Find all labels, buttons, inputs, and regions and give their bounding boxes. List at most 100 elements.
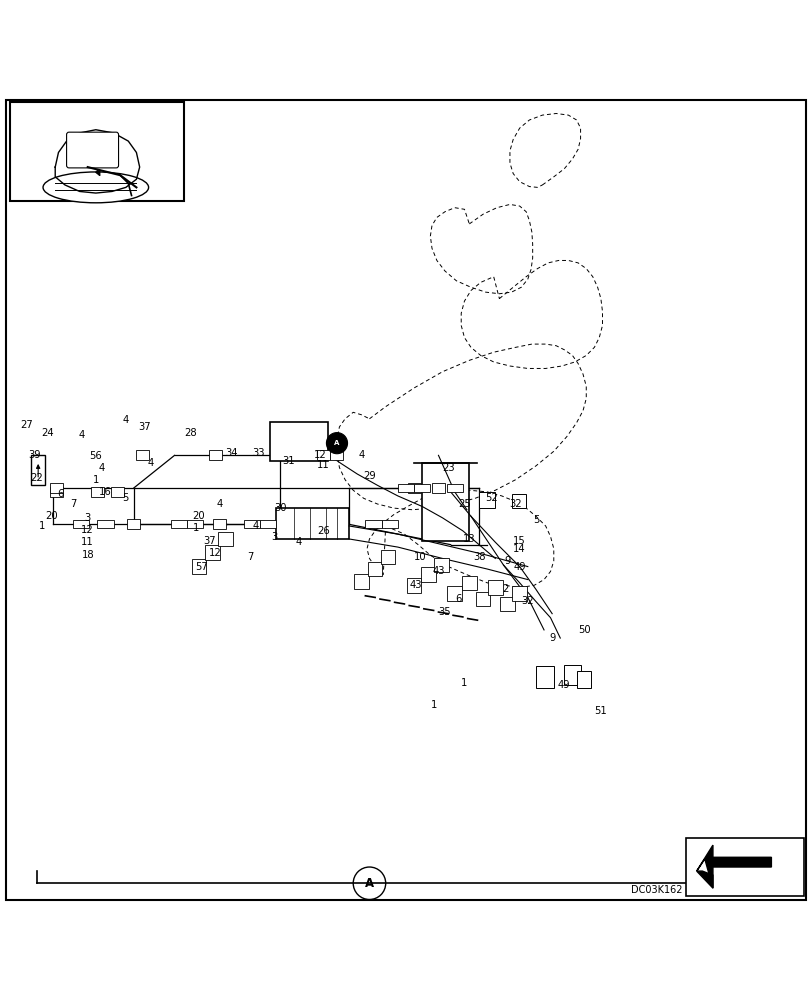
Text: 43: 43 <box>409 580 422 590</box>
Text: 14: 14 <box>513 544 526 554</box>
Bar <box>397 484 414 492</box>
Bar <box>127 519 140 529</box>
Bar <box>564 665 580 685</box>
Bar <box>367 562 382 576</box>
Bar <box>535 666 553 688</box>
Text: 1: 1 <box>39 521 45 531</box>
Text: 7: 7 <box>70 499 76 509</box>
Bar <box>269 422 328 461</box>
Text: 3: 3 <box>84 513 91 523</box>
Text: 29: 29 <box>363 471 375 481</box>
Text: 51: 51 <box>594 706 607 716</box>
Bar <box>354 574 368 589</box>
Text: 57: 57 <box>195 562 208 572</box>
Text: 15: 15 <box>513 536 526 546</box>
Bar <box>380 550 395 564</box>
Bar <box>500 597 514 611</box>
Text: 32: 32 <box>521 596 534 606</box>
Bar <box>407 483 420 493</box>
Text: 52: 52 <box>484 493 497 503</box>
Bar <box>111 487 124 497</box>
Bar <box>431 483 444 493</box>
Bar <box>187 520 203 528</box>
Text: 22: 22 <box>30 473 43 483</box>
Text: 9: 9 <box>504 556 510 566</box>
Text: 43: 43 <box>431 566 444 576</box>
Text: 30: 30 <box>273 503 286 513</box>
Text: 12: 12 <box>314 450 327 460</box>
Text: 28: 28 <box>184 428 197 438</box>
Text: 9: 9 <box>548 633 555 643</box>
Bar <box>576 671 590 688</box>
Text: 10: 10 <box>414 552 427 562</box>
Bar <box>97 520 114 528</box>
Bar <box>421 567 436 582</box>
Polygon shape <box>696 871 712 888</box>
Bar <box>91 487 104 497</box>
Text: 56: 56 <box>89 451 102 461</box>
Text: 13: 13 <box>462 534 475 544</box>
Bar <box>191 559 206 574</box>
Text: 4: 4 <box>98 463 105 473</box>
Bar <box>50 487 63 497</box>
Text: 6: 6 <box>58 489 64 499</box>
Text: DC03K162: DC03K162 <box>630 885 681 895</box>
Bar <box>10 102 184 201</box>
Bar <box>478 492 495 508</box>
Text: 12: 12 <box>81 525 94 535</box>
Text: 1: 1 <box>431 700 437 710</box>
Bar <box>135 450 148 460</box>
Text: 5: 5 <box>122 493 129 503</box>
Text: 7: 7 <box>247 552 253 562</box>
Text: 23: 23 <box>441 463 454 473</box>
Text: 20: 20 <box>45 511 58 521</box>
Bar <box>406 578 421 593</box>
Text: 4: 4 <box>122 415 129 425</box>
Text: 18: 18 <box>81 550 94 560</box>
Text: 11: 11 <box>81 537 94 547</box>
Bar <box>330 450 343 460</box>
Text: 39: 39 <box>28 450 41 460</box>
Bar <box>243 520 260 528</box>
Text: 49: 49 <box>557 680 570 690</box>
Bar <box>422 463 469 541</box>
Text: 32: 32 <box>508 499 521 509</box>
Bar <box>475 592 490 606</box>
Bar <box>685 838 803 896</box>
Text: 4: 4 <box>252 521 259 531</box>
Text: 4: 4 <box>295 537 302 547</box>
Text: 3: 3 <box>271 532 277 542</box>
Bar <box>447 586 461 601</box>
Text: 5: 5 <box>532 515 539 525</box>
Bar <box>487 580 502 595</box>
Text: 11: 11 <box>316 460 329 470</box>
Bar <box>73 520 89 528</box>
Text: 2: 2 <box>501 584 508 594</box>
Polygon shape <box>696 845 770 888</box>
Bar <box>170 520 187 528</box>
Bar <box>218 532 233 546</box>
Text: 1: 1 <box>92 475 99 485</box>
Text: 1: 1 <box>193 523 200 533</box>
Bar <box>205 545 220 560</box>
Text: 38: 38 <box>472 552 485 562</box>
FancyBboxPatch shape <box>67 132 118 168</box>
Text: 24: 24 <box>41 428 54 438</box>
Bar <box>461 576 476 590</box>
Text: 35: 35 <box>438 607 451 617</box>
Bar <box>512 586 526 601</box>
Text: 26: 26 <box>316 526 329 536</box>
Text: 6: 6 <box>455 594 461 604</box>
Bar <box>365 520 381 528</box>
Text: A: A <box>364 877 374 890</box>
Text: 4: 4 <box>147 458 153 468</box>
Text: 37: 37 <box>203 536 216 546</box>
Bar <box>260 520 276 528</box>
Bar <box>208 450 221 460</box>
Bar <box>212 519 225 529</box>
Text: 4: 4 <box>216 499 222 509</box>
Circle shape <box>326 433 347 454</box>
Text: 31: 31 <box>281 456 294 466</box>
Text: 16: 16 <box>99 487 112 497</box>
Bar <box>511 494 526 508</box>
